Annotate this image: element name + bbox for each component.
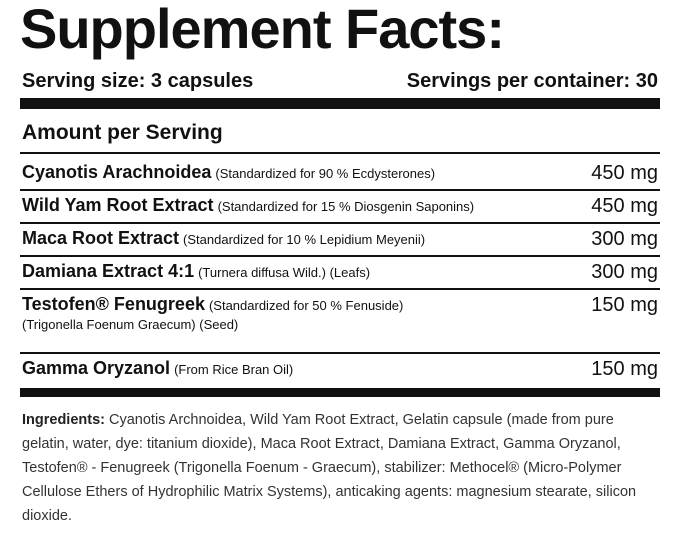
ingredient-note: (Standardized for 90 % Ecdysterones) [215,166,436,181]
amount: 450 mg [591,195,658,217]
row-line: Wild Yam Root Extract (Standardized for 1… [22,195,658,216]
rule [20,189,660,191]
rule [20,352,660,354]
ingredient-note: (Trigonella Foenum Graecum) (Seed) [22,317,239,332]
ingredients-label: Ingredients: [22,412,105,428]
row-line: Damiana Extract 4:1 (Turnera diffusa Wild… [22,261,658,282]
row-line: Testofen® Fenugreek (Standardized for 50 … [22,294,658,332]
servings-per-container: Servings per container: 30 [406,70,658,92]
thick-rule [20,98,660,109]
ingredient-name: Wild Yam Root Extract [22,195,214,215]
ingredient-name: Gamma Oryzanol [22,358,171,378]
rule [20,222,660,224]
amount: 150 mg [591,358,658,380]
amount: 300 mg [591,261,658,283]
rule [20,288,660,290]
row-line: Maca Root Extract (Standardized for 10 % … [22,228,658,249]
ingredient-row: Cyanotis Arachnoidea (Standardized for 90… [22,162,658,184]
amount: 300 mg [591,228,658,250]
serving-size: Serving size: 3 capsules [22,70,254,92]
ingredient-row: Testofen® Fenugreek (Standardized for 50 … [22,294,658,332]
title: Supplement Facts: [20,0,505,60]
ingredient-row: Damiana Extract 4:1 (Turnera diffusa Wild… [22,261,658,283]
ingredients-text: Cyanotis Archnoidea, Wild Yam Root Extra… [22,412,637,524]
rule [20,152,660,154]
ingredient-row: Maca Root Extract (Standardized for 10 % … [22,228,658,250]
ingredient-name: Testofen® Fenugreek [22,294,205,314]
ingredient-note: (Turnera diffusa Wild.) (Leafs) [198,265,371,280]
amount: 150 mg [591,294,658,316]
row-line: Cyanotis Arachnoidea (Standardized for 90… [22,162,658,183]
ingredient-name: Cyanotis Arachnoidea [22,162,212,182]
ingredient-row: Wild Yam Root Extract (Standardized for 1… [22,195,658,217]
ingredient-row: Gamma Oryzanol (From Rice Bran Oil) 150 mg [22,358,658,380]
amount: 450 mg [591,162,658,184]
ingredient-note: (Standardized for 15 % Diosgenin Saponin… [217,199,475,214]
ingredient-note: (Standardized for 10 % Lepidium Meyenii) [183,232,426,247]
rule [20,255,660,257]
ingredient-note: (Standardized for 50 % Fenuside) [208,298,404,313]
ingredient-name: Maca Root Extract [22,228,180,248]
ingredient-note: (From Rice Bran Oil) [174,362,294,377]
amount-header: Amount per Serving [22,121,223,144]
ingredients: Ingredients: Cyanotis Archnoidea, Wild Y… [22,408,662,528]
ingredient-name: Damiana Extract 4:1 [22,261,195,281]
thick-rule [20,388,660,397]
row-line: Gamma Oryzanol (From Rice Bran Oil) [22,358,658,379]
